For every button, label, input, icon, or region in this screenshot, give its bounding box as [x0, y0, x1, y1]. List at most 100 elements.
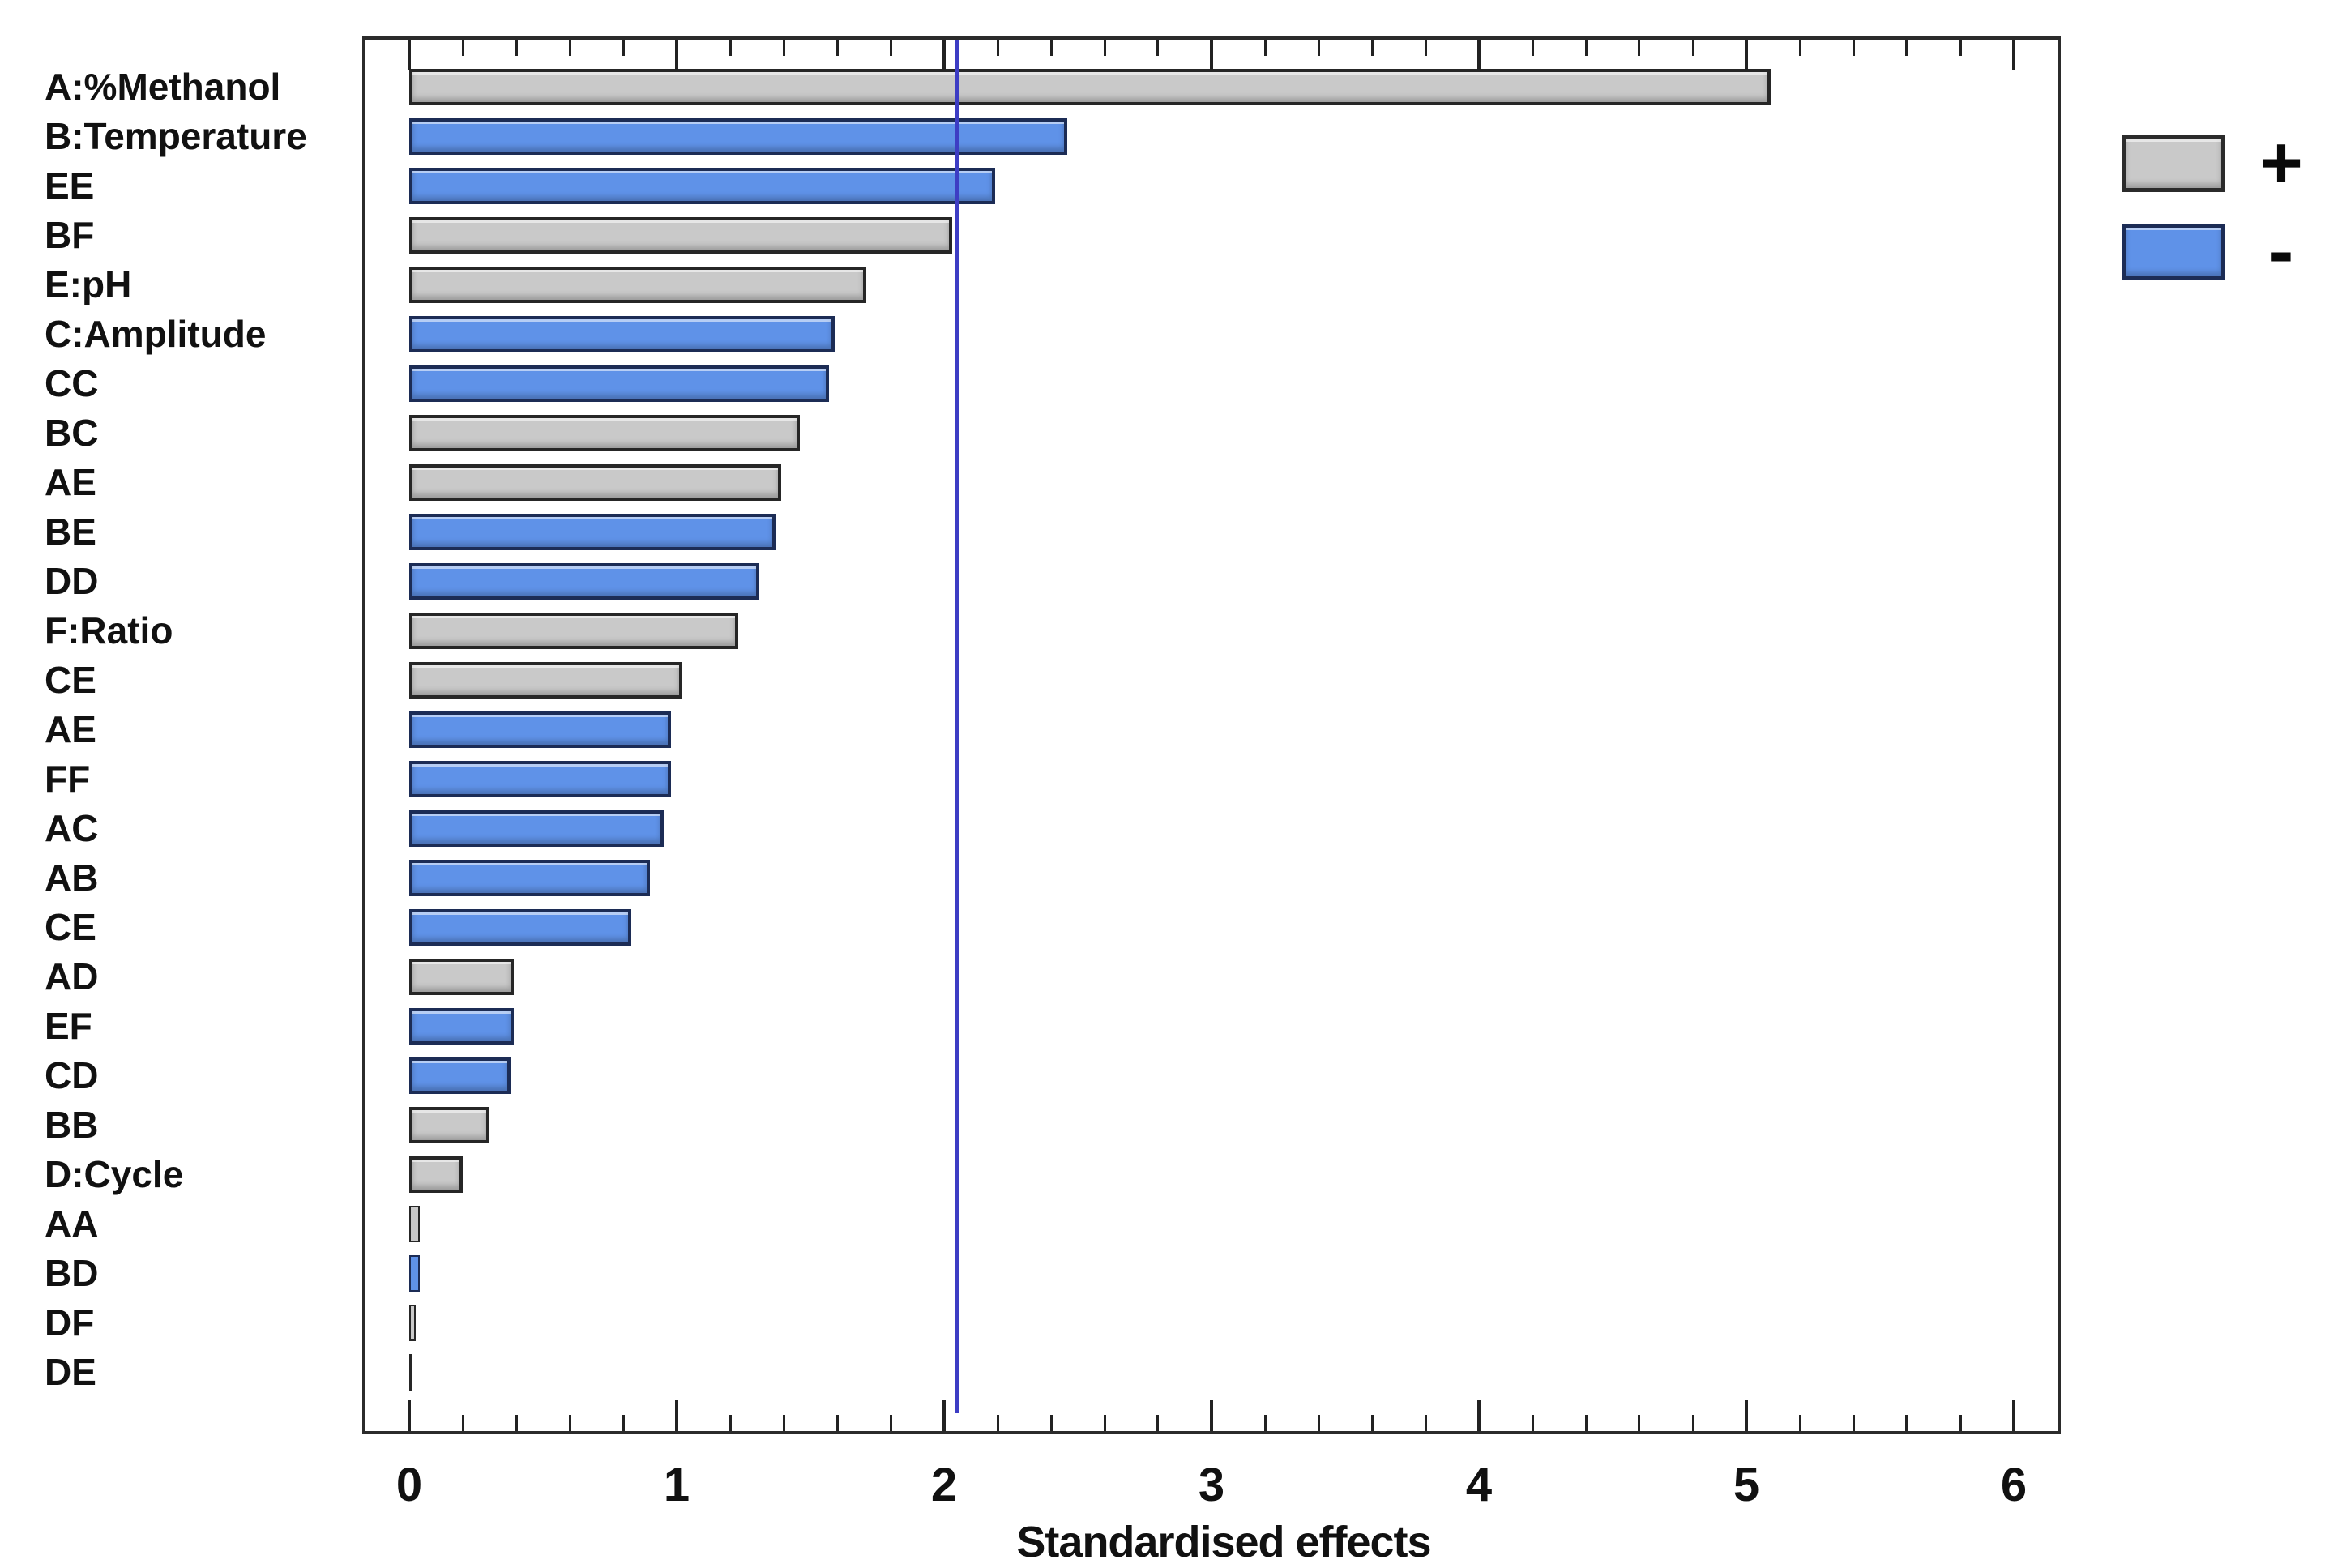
minor-tick [622, 40, 625, 56]
minor-tick [1853, 1415, 1855, 1431]
minor-tick [890, 1415, 892, 1431]
bar [409, 1106, 489, 1143]
significance-reference-line [955, 40, 959, 1413]
bar [409, 1156, 463, 1193]
x-tick-label: 0 [395, 1459, 423, 1511]
category-label: F:Ratio [45, 609, 173, 652]
category-label: AE [45, 461, 96, 503]
category-label: AA [45, 1203, 99, 1245]
category-label: DE [45, 1351, 96, 1393]
minor-tick [1104, 1415, 1106, 1431]
bar [409, 1205, 420, 1242]
bar [409, 167, 995, 204]
minor-tick [1264, 1415, 1267, 1431]
minor-tick [1799, 1415, 1801, 1431]
minor-tick [1532, 1415, 1534, 1431]
bar [409, 513, 776, 550]
category-label: BE [45, 511, 96, 553]
legend-label-negative: - [2268, 210, 2294, 293]
minor-tick [997, 40, 999, 56]
minor-tick [569, 1415, 571, 1431]
minor-tick [1318, 1415, 1320, 1431]
minor-tick [569, 40, 571, 56]
bar [409, 68, 1771, 105]
category-label: D:Cycle [45, 1153, 184, 1195]
category-label: A:%Methanol [45, 66, 281, 108]
bar [409, 266, 866, 303]
bar [409, 859, 650, 896]
minor-tick [1638, 1415, 1640, 1431]
minor-tick [1905, 40, 1908, 56]
major-tick [675, 40, 678, 70]
bar [409, 414, 800, 451]
major-tick [408, 40, 411, 70]
major-tick [2012, 1400, 2015, 1431]
minor-tick [1638, 40, 1640, 56]
x-tick-label: 4 [1465, 1459, 1493, 1511]
legend-swatch-positive [2122, 135, 2225, 192]
minor-tick [1692, 1415, 1694, 1431]
minor-tick [1532, 40, 1534, 56]
minor-tick [1425, 40, 1427, 56]
category-label: BB [45, 1104, 99, 1146]
bar [409, 1007, 514, 1045]
category-label: AC [45, 807, 99, 849]
legend-swatch-negative [2122, 224, 2225, 280]
minor-tick [729, 40, 732, 56]
x-axis-title: Standardised effects [1016, 1518, 1431, 1566]
category-label: DD [45, 560, 99, 602]
minor-tick [1050, 1415, 1053, 1431]
major-tick [408, 1400, 411, 1431]
bar [409, 958, 514, 995]
bar [409, 216, 952, 254]
category-label: DF [45, 1301, 95, 1344]
minor-tick [1692, 40, 1694, 56]
major-tick [1477, 40, 1481, 70]
minor-tick [1156, 1415, 1159, 1431]
category-label: BD [45, 1252, 99, 1294]
major-tick [942, 1400, 946, 1431]
minor-tick [462, 40, 464, 56]
category-label: CE [45, 659, 96, 701]
bar [409, 1353, 412, 1391]
minor-tick [1905, 1415, 1908, 1431]
category-label: EE [45, 164, 95, 207]
minor-tick [1799, 40, 1801, 56]
minor-tick [1585, 1415, 1588, 1431]
minor-tick [836, 1415, 839, 1431]
bar [409, 661, 682, 699]
bar [409, 908, 631, 946]
bar [409, 1057, 511, 1094]
minor-tick [1425, 1415, 1427, 1431]
category-label: AB [45, 857, 99, 899]
minor-tick [1156, 40, 1159, 56]
bar [409, 464, 781, 501]
x-tick-label: 3 [1198, 1459, 1225, 1511]
legend-label-positive: + [2259, 122, 2303, 204]
bar [409, 315, 835, 352]
minor-tick [1050, 40, 1053, 56]
category-label: C:Amplitude [45, 313, 267, 355]
category-label: CC [45, 362, 99, 404]
minor-tick [997, 1415, 999, 1431]
category-label: B:Temperature [45, 115, 307, 157]
minor-tick [1371, 40, 1374, 56]
major-tick [1477, 1400, 1481, 1431]
minor-tick [783, 40, 785, 56]
category-label: AD [45, 955, 99, 998]
x-tick-label: 1 [663, 1459, 690, 1511]
category-label: FF [45, 758, 91, 800]
plot-area [362, 36, 2061, 1434]
category-label: BF [45, 214, 95, 256]
minor-tick [1371, 1415, 1374, 1431]
bar [409, 1304, 416, 1341]
major-tick [2012, 40, 2015, 70]
bar [409, 711, 671, 748]
minor-tick [1959, 40, 1962, 56]
x-tick-label: 2 [930, 1459, 958, 1511]
category-label: BC [45, 412, 99, 454]
minor-tick [462, 1415, 464, 1431]
category-label: EF [45, 1005, 92, 1047]
major-tick [675, 1400, 678, 1431]
